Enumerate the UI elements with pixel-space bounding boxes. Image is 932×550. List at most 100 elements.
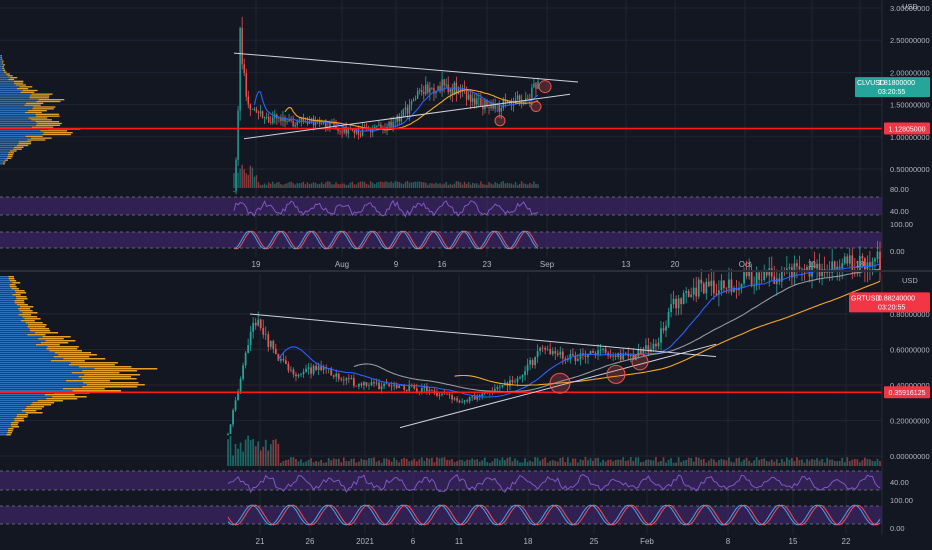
- current-price-label: 0.88240000: [878, 295, 915, 302]
- volume-bar: [437, 183, 439, 188]
- volume-bar: [504, 183, 507, 188]
- candle-body: [712, 280, 715, 294]
- vp-bar-blue: [0, 298, 17, 300]
- volume-bar: [443, 183, 445, 188]
- candle-body: [518, 95, 521, 100]
- candle-body: [831, 261, 834, 273]
- hline-price-label: 0.35916125: [889, 390, 926, 397]
- vp-bar-blue: [0, 356, 54, 358]
- candle-body: [728, 279, 730, 289]
- volume-bar: [645, 459, 647, 466]
- stoch-tick-label: 0.00: [890, 247, 905, 256]
- candle-body: [619, 352, 622, 360]
- candle-body: [733, 289, 735, 293]
- volume-bar: [848, 461, 851, 466]
- volume-bar: [803, 462, 806, 466]
- volume-bar: [836, 461, 839, 466]
- volume-bar: [647, 459, 650, 466]
- candle-body: [443, 79, 445, 86]
- volume-bar: [447, 184, 449, 188]
- candle-body: [415, 388, 418, 392]
- volume-bar: [267, 450, 270, 466]
- vp-bar-blue: [0, 318, 25, 320]
- volume-bar: [556, 461, 559, 466]
- vp-bar-blue: [0, 67, 3, 70]
- vp-bar-orange: [65, 380, 110, 382]
- volume-bar: [264, 439, 267, 466]
- volume-bar: [265, 184, 268, 188]
- vp-bar-orange: [84, 374, 141, 376]
- vp-bar-blue: [0, 432, 8, 434]
- candle-body: [484, 99, 486, 110]
- candle-body: [286, 121, 288, 122]
- candle-body: [846, 256, 849, 264]
- volume-bar: [439, 183, 441, 188]
- volume-bar: [358, 461, 360, 466]
- candle-body: [665, 325, 667, 331]
- vp-bar-orange: [2, 60, 4, 62]
- volume-bar: [310, 183, 313, 188]
- candle-body: [350, 378, 353, 380]
- volume-bar: [843, 462, 846, 466]
- volume-bar: [390, 181, 392, 188]
- volume-bar: [841, 457, 844, 466]
- vp-bar-blue: [0, 422, 12, 424]
- vp-bar-blue: [0, 126, 32, 128]
- y-tick-label: 2.50000000: [890, 36, 930, 45]
- volume-bar: [378, 460, 380, 466]
- volume-bar: [869, 459, 871, 466]
- candle-body: [358, 383, 360, 387]
- volume-bar: [509, 457, 511, 466]
- bottom-chart[interactable]: 21 26 2021 6 11 18 25 Feb 8 15 22 0.80000000 0.60000…: [0, 240, 930, 546]
- vp-bar-orange: [31, 126, 54, 128]
- stoch-band: [0, 506, 882, 524]
- vp-bar-blue: [0, 312, 23, 314]
- volume-bar: [259, 184, 262, 188]
- vp-bar-orange: [11, 288, 19, 290]
- top-chart[interactable]: 19Aug91623Sep1320Oct11183.000000002.5000…: [0, 0, 930, 269]
- stoch-tick-label: 100.00: [890, 496, 913, 505]
- vp-bar-blue: [0, 82, 14, 84]
- candle-body: [247, 345, 250, 353]
- vp-bar-blue: [0, 384, 87, 386]
- volume-bar: [828, 459, 831, 466]
- candle-body: [376, 125, 378, 127]
- candle-body: [375, 382, 378, 384]
- vp-bar-orange: [42, 336, 71, 338]
- volume-bar: [239, 168, 241, 188]
- volume-bar: [858, 462, 861, 466]
- vp-bar-orange: [16, 298, 28, 300]
- candle-body: [398, 115, 400, 122]
- volume-bar: [267, 182, 270, 188]
- vp-bar-blue: [0, 316, 23, 318]
- volume-bar: [449, 183, 451, 188]
- x-tick-label: 2021: [356, 537, 374, 546]
- y-tick-label: 0.80000000: [890, 310, 930, 319]
- volume-bar: [237, 172, 239, 188]
- candle-body: [355, 385, 358, 387]
- volume-bar: [441, 457, 443, 466]
- y-tick-label: 1.50000000: [890, 101, 930, 110]
- volume-bar: [685, 459, 688, 466]
- volume-bar: [414, 181, 417, 188]
- candle-body: [345, 126, 347, 134]
- candle-body: [546, 349, 549, 350]
- candle-body: [551, 351, 554, 355]
- vp-bar-blue: [0, 340, 46, 342]
- volume-bar: [300, 182, 303, 188]
- vp-bar-orange: [4, 159, 8, 161]
- volume-bar: [349, 182, 352, 188]
- volume-bar: [690, 457, 693, 466]
- y-tick-label: 0.00000000: [890, 452, 930, 461]
- volume-bar: [808, 460, 811, 466]
- volume-bar: [375, 461, 378, 466]
- volume-bar: [314, 182, 317, 188]
- vp-bar-blue: [0, 378, 82, 380]
- volume-bar: [327, 181, 329, 188]
- candle-body: [629, 354, 632, 357]
- candle-body: [476, 395, 479, 400]
- volume-bar: [405, 458, 408, 466]
- vp-bar-orange: [11, 422, 19, 424]
- vp-bar-orange: [1, 55, 2, 57]
- volume-bar: [341, 183, 343, 188]
